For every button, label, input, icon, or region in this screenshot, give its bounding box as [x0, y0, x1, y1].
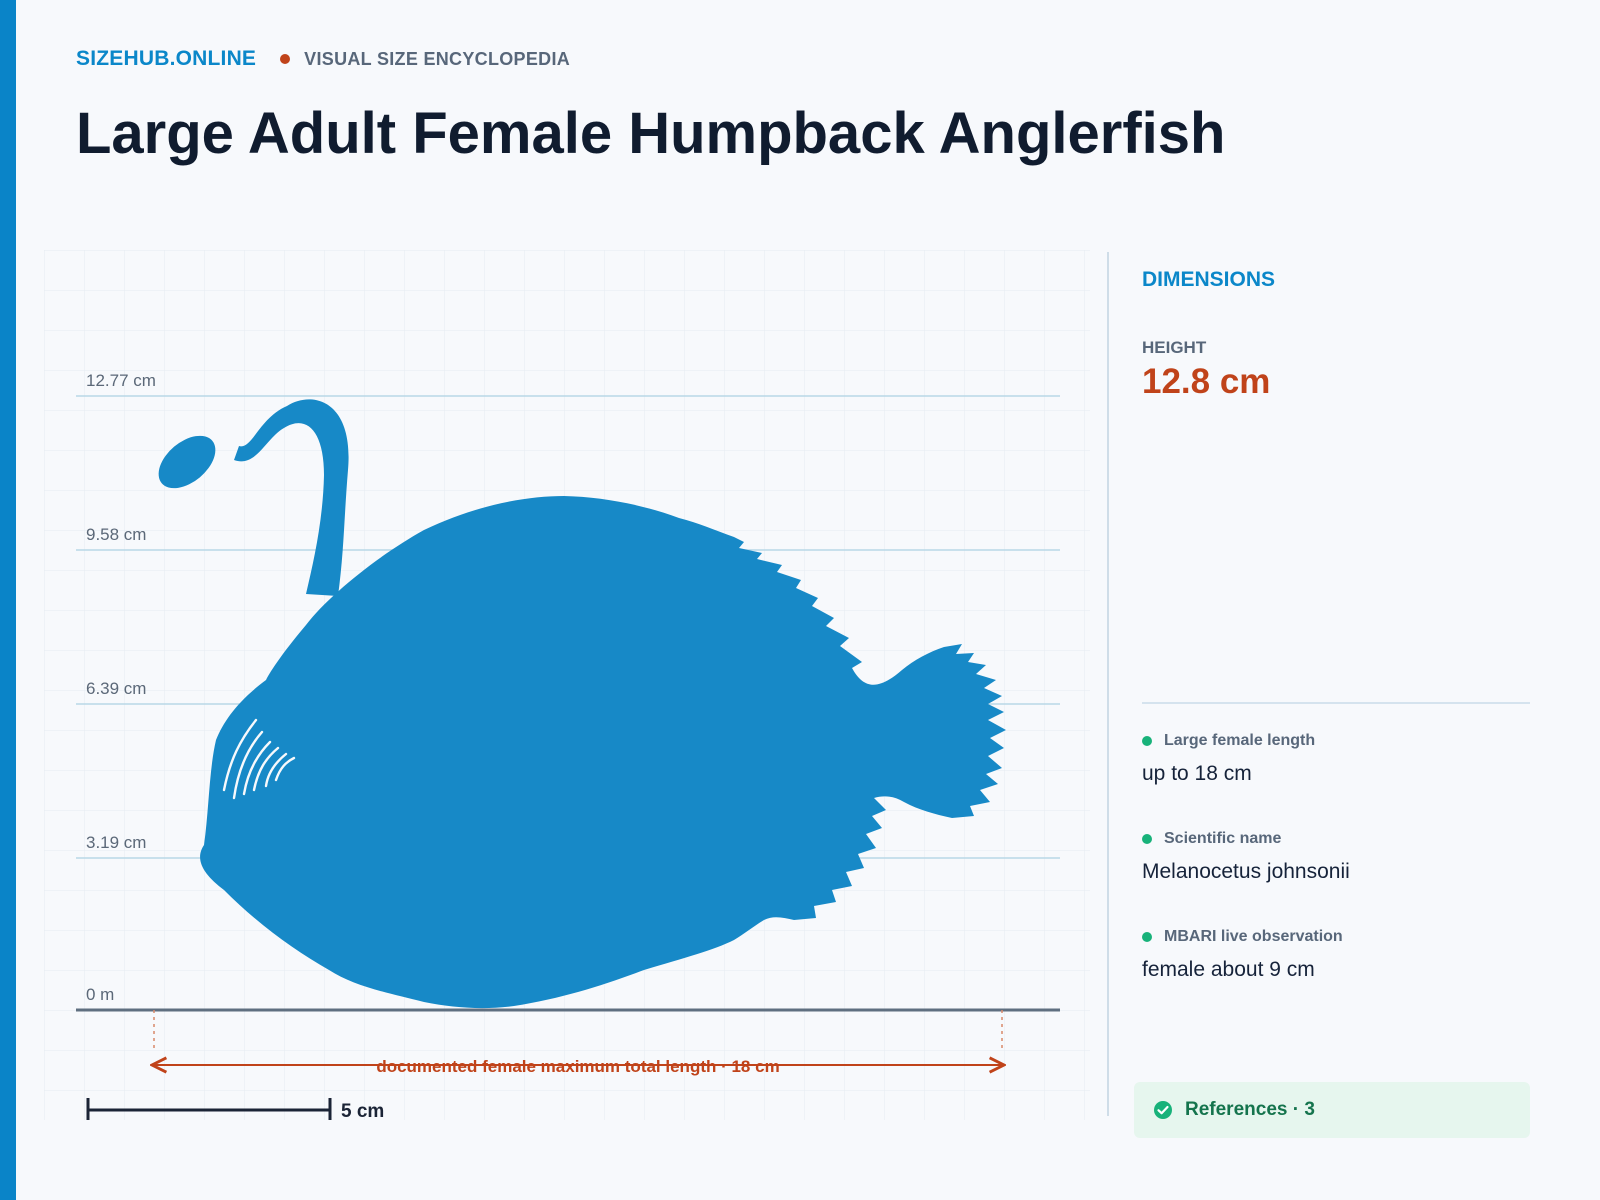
dot-icon	[1142, 736, 1152, 746]
size-comparison-figure: 12.77 cm 9.58 cm 6.39 cm 3.19 cm 0 m	[44, 250, 1090, 1120]
tick-label: 6.39 cm	[86, 679, 146, 698]
fact-value: Melanocetus johnsonii	[1142, 860, 1350, 883]
panel-divider-vertical	[1107, 252, 1109, 1116]
panel-divider	[1142, 702, 1530, 704]
length-annotation-label: documented female maximum total length ·…	[376, 1057, 779, 1076]
height-tick-labels: 12.77 cm 9.58 cm 6.39 cm 3.19 cm 0 m	[86, 371, 156, 1004]
fact-label: MBARI live observation	[1164, 928, 1343, 945]
left-accent-bar	[0, 0, 16, 1200]
esca-lure	[158, 435, 216, 489]
fish-body	[200, 496, 1006, 1009]
length-annotation: documented female maximum total length ·…	[152, 1010, 1004, 1076]
dot-icon	[1142, 834, 1152, 844]
teeth-highlights	[222, 718, 296, 800]
fact-item: MBARI live observation female about 9 cm	[1142, 928, 1530, 982]
references-button[interactable]: References · 3	[1134, 1082, 1530, 1138]
anglerfish-silhouette	[158, 399, 1006, 1009]
fact-value: up to 18 cm	[1142, 762, 1252, 785]
tick-label: 9.58 cm	[86, 525, 146, 544]
height-value: 12.8 cm	[1142, 362, 1271, 401]
references-label: References · 3	[1185, 1099, 1315, 1120]
fact-label: Large female length	[1164, 732, 1316, 749]
site-header: SIZEHUB.ONLINE VISUAL SIZE ENCYCLOPEDIA	[76, 47, 570, 71]
figure-canvas: 12.77 cm 9.58 cm 6.39 cm 3.19 cm 0 m	[44, 250, 1090, 1120]
tick-label: 0 m	[86, 985, 114, 1004]
site-tagline: VISUAL SIZE ENCYCLOPEDIA	[304, 48, 571, 69]
page-title: Large Adult Female Humpback Anglerfish	[76, 101, 1226, 166]
check-circle-icon	[1153, 1100, 1173, 1120]
illicium-stalk	[234, 399, 349, 596]
fact-value: female about 9 cm	[1142, 958, 1315, 981]
fact-item: Scientific name Melanocetus johnsonii	[1142, 830, 1530, 884]
site-name[interactable]: SIZEHUB.ONLINE	[76, 47, 257, 70]
scale-bar-label: 5 cm	[341, 1101, 384, 1120]
separator-dot-icon	[280, 54, 291, 64]
scale-bar: 5 cm	[86, 1098, 384, 1120]
tick-label: 12.77 cm	[86, 371, 156, 390]
height-label: HEIGHT	[1142, 338, 1207, 357]
tick-label: 3.19 cm	[86, 833, 146, 852]
fact-item: Large female length up to 18 cm	[1142, 732, 1530, 786]
fact-label: Scientific name	[1164, 830, 1282, 847]
panel-title: DIMENSIONS	[1142, 268, 1276, 291]
dot-icon	[1142, 932, 1152, 942]
